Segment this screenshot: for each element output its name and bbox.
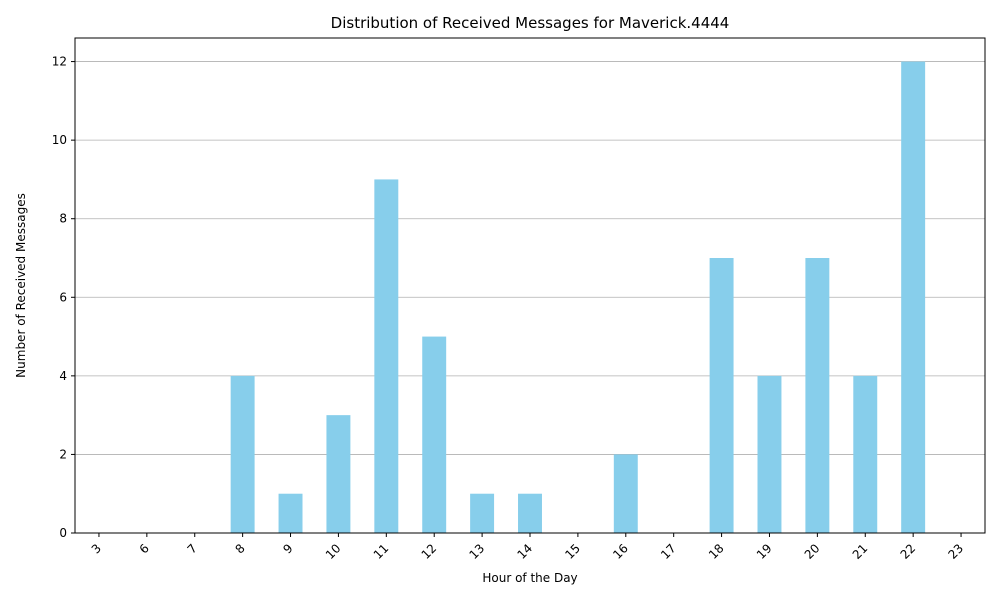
bar-hour-14 <box>518 493 542 533</box>
bar-series <box>230 61 926 533</box>
bar-hour-16 <box>613 454 638 533</box>
bar-hour-19 <box>757 375 782 533</box>
bar-hour-11 <box>374 179 399 533</box>
chart-title: Distribution of Received Messages for Ma… <box>331 14 730 32</box>
y-tick-label: 12 <box>52 55 67 69</box>
y-tick-label: 10 <box>52 133 67 147</box>
y-axis-label: Number of Received Messages <box>14 193 28 378</box>
bar-hour-8 <box>230 375 255 533</box>
bar-hour-20 <box>805 258 830 533</box>
y-tick-label: 8 <box>59 212 67 226</box>
bar-hour-10 <box>326 415 351 533</box>
y-gridlines <box>75 61 985 534</box>
x-axis-label: Hour of the Day <box>482 571 577 585</box>
bar-hour-18 <box>709 258 734 533</box>
y-tick-label: 6 <box>59 290 67 304</box>
y-tick-label: 4 <box>59 369 67 383</box>
bar-hour-22 <box>901 61 926 533</box>
bar-hour-12 <box>422 336 447 533</box>
bar-hour-13 <box>470 493 495 533</box>
bar-hour-9 <box>278 493 303 533</box>
bar-hour-21 <box>853 375 878 533</box>
y-axis-ticks: 0 2 4 6 8 10 12 <box>52 55 75 540</box>
y-tick-label: 2 <box>59 447 67 461</box>
y-tick-label: 0 <box>59 526 67 540</box>
plot-frame <box>74 37 986 534</box>
